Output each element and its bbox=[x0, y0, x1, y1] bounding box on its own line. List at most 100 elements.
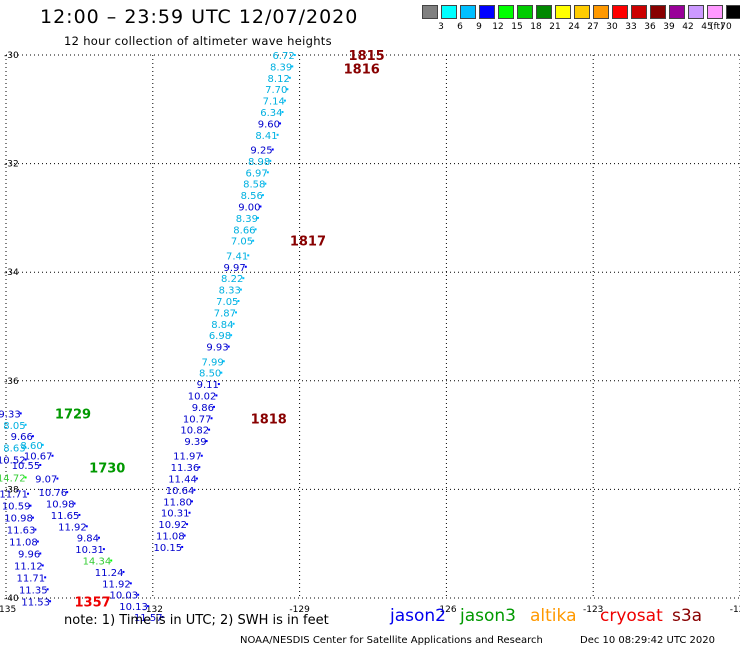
data-point bbox=[264, 182, 267, 185]
y-tick-label: -32 bbox=[4, 160, 19, 170]
swh-label: 9.11 bbox=[197, 380, 219, 391]
swh-label: 6.34 bbox=[260, 108, 282, 119]
data-point bbox=[137, 593, 140, 596]
scale-swatch bbox=[555, 5, 571, 19]
pass-time-label: 1357 bbox=[75, 595, 111, 610]
legend-jason3: jason3 bbox=[460, 606, 516, 626]
data-point bbox=[85, 525, 88, 528]
scale-label: 21 bbox=[549, 22, 561, 32]
swh-label: 8.39 bbox=[236, 214, 258, 225]
swh-label: 11.71 bbox=[17, 573, 46, 584]
swh-label: 7.41 bbox=[226, 251, 248, 262]
data-point bbox=[39, 552, 42, 555]
swh-label: 8.58 bbox=[243, 180, 265, 191]
data-point bbox=[31, 516, 34, 519]
swh-label: 11.92 bbox=[58, 522, 87, 533]
data-point bbox=[215, 394, 218, 397]
legend-jason2: jason2 bbox=[390, 606, 446, 626]
y-tick-label: -40 bbox=[4, 594, 19, 604]
generated-timestamp: Dec 10 08:29:42 UTC 2020 bbox=[580, 635, 715, 646]
swh-label: 11.57 bbox=[134, 613, 163, 624]
data-point bbox=[230, 334, 233, 337]
swh-label: 10.82 bbox=[180, 426, 209, 437]
data-point bbox=[281, 111, 284, 114]
scale-swatch bbox=[726, 5, 740, 19]
scale-label: 15 bbox=[511, 22, 523, 32]
swh-label: 11.92 bbox=[102, 579, 131, 590]
swh-label: 9.66 bbox=[11, 432, 33, 443]
x-tick-label: -129 bbox=[289, 605, 310, 615]
y-tick-label: -38 bbox=[4, 485, 19, 495]
swh-label: 7.87 bbox=[214, 308, 236, 319]
data-point bbox=[220, 371, 223, 374]
scale-swatch bbox=[612, 5, 628, 19]
swh-label: 11.12 bbox=[14, 561, 43, 572]
data-point bbox=[227, 345, 230, 348]
swh-label: 7.14 bbox=[263, 97, 285, 108]
scale-label: 24 bbox=[568, 22, 580, 32]
data-point bbox=[146, 605, 149, 608]
data-point bbox=[24, 458, 27, 461]
scale-swatch bbox=[669, 5, 685, 19]
data-point bbox=[44, 576, 47, 579]
data-point bbox=[41, 443, 44, 446]
data-point bbox=[242, 277, 245, 280]
data-point bbox=[261, 194, 264, 197]
data-point bbox=[188, 511, 191, 514]
data-point bbox=[66, 491, 69, 494]
swh-label: 8.84 bbox=[211, 320, 233, 331]
pass-time-label: 1818 bbox=[251, 412, 287, 427]
legend-s3a: s3a bbox=[672, 606, 703, 626]
data-point bbox=[247, 254, 250, 257]
data-point bbox=[222, 360, 225, 363]
footer-note: note: 1) Time is in UTC; 2) SWH is in fe… bbox=[64, 613, 329, 628]
swh-label: 10.52 bbox=[0, 456, 26, 467]
data-point bbox=[39, 463, 42, 466]
scale-swatch bbox=[593, 5, 609, 19]
data-point bbox=[78, 513, 81, 516]
pass-time-label: 1729 bbox=[55, 407, 91, 422]
pass-time-label: 1815 bbox=[349, 49, 385, 64]
swh-label: 8.39 bbox=[270, 62, 292, 73]
swh-label: 8.33 bbox=[219, 286, 241, 297]
swh-label: 7.99 bbox=[201, 357, 223, 368]
swh-label: 10.98 bbox=[46, 500, 75, 511]
swh-label: 9.60 bbox=[258, 119, 280, 130]
data-point bbox=[161, 616, 164, 619]
swh-label: 8.66 bbox=[233, 225, 255, 236]
swh-label: 7.05 bbox=[216, 297, 238, 308]
scale-swatch bbox=[688, 5, 704, 19]
legend-cryosat: cryosat bbox=[600, 606, 663, 626]
scale-label: 36 bbox=[644, 22, 656, 32]
swh-label: 8.98 bbox=[248, 157, 270, 168]
swh-label: 8.05 bbox=[3, 421, 25, 432]
scale-swatch bbox=[574, 5, 590, 19]
data-point bbox=[234, 311, 237, 314]
data-point bbox=[288, 76, 291, 79]
data-point bbox=[97, 536, 100, 539]
swh-label: 9.07 bbox=[35, 475, 57, 486]
scale-label: 12 bbox=[492, 22, 504, 32]
data-point bbox=[24, 476, 27, 479]
scale-label: 30 bbox=[606, 22, 618, 32]
data-point bbox=[271, 148, 274, 151]
data-point bbox=[27, 492, 30, 495]
swh-label: 9.00 bbox=[238, 202, 260, 213]
data-point bbox=[293, 54, 296, 56]
data-point bbox=[195, 477, 198, 480]
data-point bbox=[49, 600, 52, 603]
data-point bbox=[276, 133, 279, 136]
swh-label: 11.24 bbox=[95, 568, 124, 579]
credit-text: NOAA/NESDIS Center for Satellite Applica… bbox=[240, 635, 543, 646]
scale-label: 45 bbox=[701, 22, 713, 32]
data-point bbox=[183, 534, 186, 537]
data-point bbox=[259, 205, 262, 208]
data-point bbox=[217, 383, 220, 386]
scale-label: 70 bbox=[720, 22, 732, 32]
data-point bbox=[24, 423, 27, 426]
scale-swatch bbox=[422, 5, 438, 19]
data-point bbox=[34, 528, 37, 531]
data-point bbox=[212, 405, 215, 408]
scale-label: 9 bbox=[476, 22, 482, 32]
data-point bbox=[51, 454, 54, 457]
